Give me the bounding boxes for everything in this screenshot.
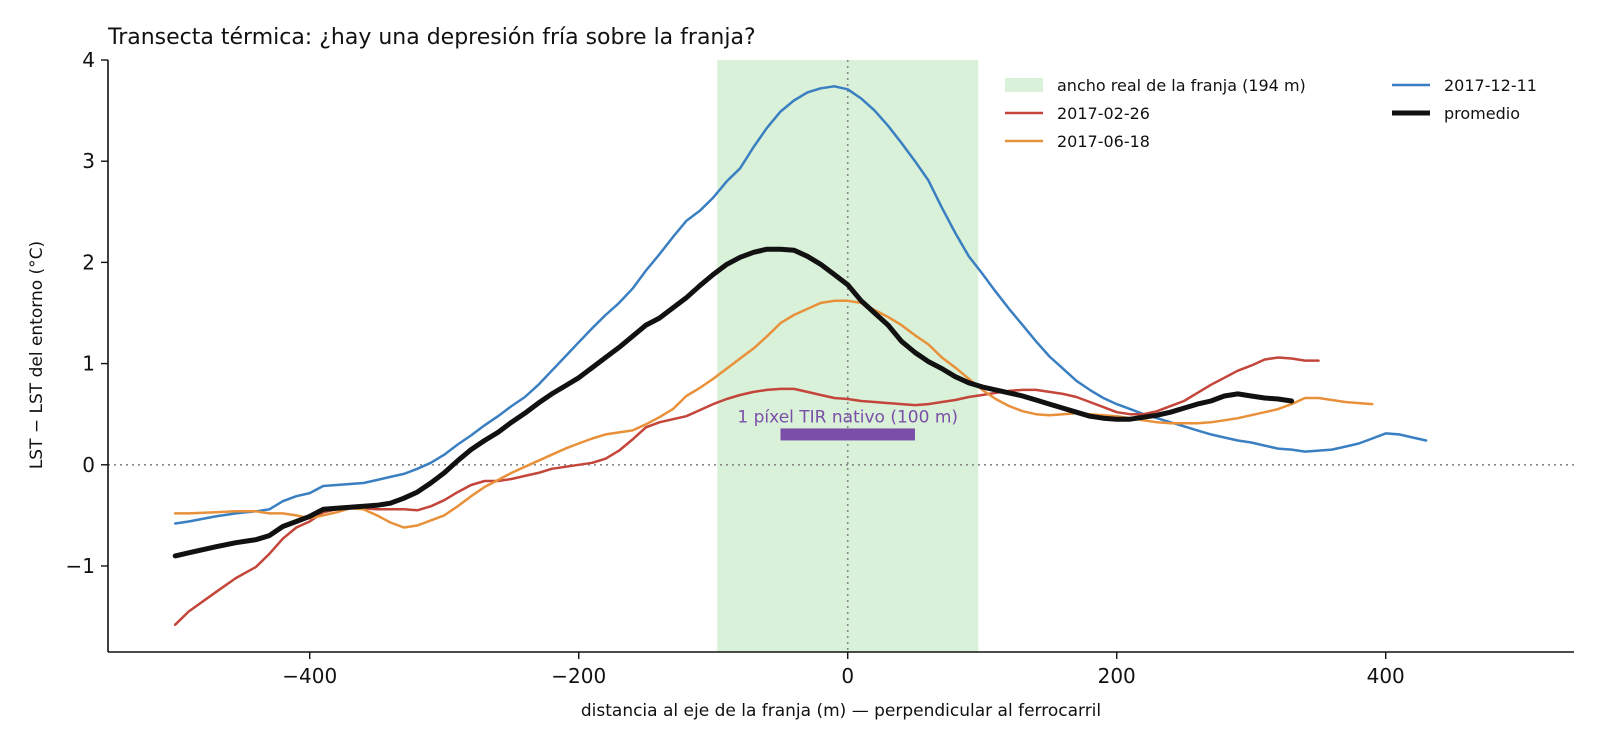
series-line-2017-06-18 [173, 299, 1374, 529]
x-tick-label: −400 [282, 664, 337, 688]
x-tick-label: 200 [1098, 664, 1136, 688]
y-tick-label: 4 [82, 48, 95, 72]
y-tick-label: −1 [66, 554, 95, 578]
legend-label: 2017-12-11 [1444, 76, 1537, 95]
series-layer [172, 85, 1428, 626]
series-line-2017-12-11 [173, 85, 1428, 525]
y-tick-label: 3 [82, 149, 95, 173]
series-line-promedio [172, 246, 1295, 559]
reference-lines-layer [108, 60, 1574, 652]
x-tick-label: 400 [1367, 664, 1405, 688]
legend-label: promedio [1444, 104, 1520, 123]
y-tick-label: 0 [82, 453, 95, 477]
legend-label: 2017-02-26 [1057, 104, 1150, 123]
axes-layer: −400 −200 0 200 400 −1 0 1 2 3 4 [66, 48, 1574, 688]
tir-pixel-label: 1 píxel TIR nativo (100 m) [737, 407, 958, 427]
pixel-annotation-layer: 1 píxel TIR nativo (100 m) [737, 407, 958, 441]
series-line-2017-02-26 [173, 356, 1320, 626]
x-axis-label: distancia al eje de la franja (m) — perp… [581, 701, 1101, 721]
y-axis-label: LST − LST del entorno (°C) [27, 241, 47, 469]
y-tick-label: 1 [82, 352, 95, 376]
chart-title: Transecta térmica: ¿hay una depresión fr… [107, 25, 756, 50]
x-tick-label: 0 [841, 664, 854, 688]
tir-pixel-bar [780, 428, 915, 441]
legend-label: 2017-06-18 [1057, 132, 1150, 151]
legend-label: ancho real de la franja (194 m) [1057, 76, 1306, 95]
x-tick-label: −200 [551, 664, 606, 688]
y-tick-label: 2 [82, 250, 95, 274]
legend: ancho real de la franja (194 m) 2017-02-2… [1005, 76, 1537, 151]
legend-swatch-band [1005, 78, 1043, 92]
